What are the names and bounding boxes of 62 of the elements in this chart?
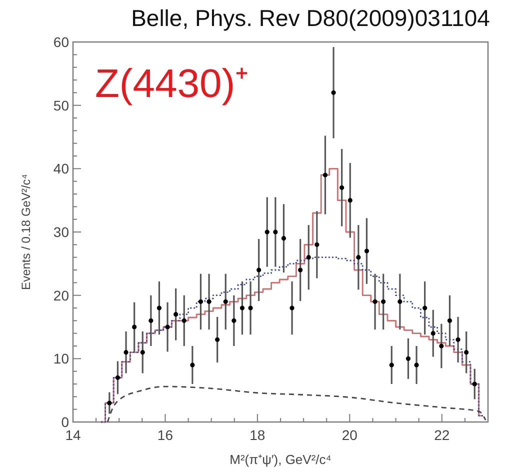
y-tick-label: 40 — [53, 160, 70, 177]
x-tick-label: 14 — [65, 427, 81, 443]
point — [331, 90, 336, 95]
point — [430, 331, 436, 336]
point — [264, 230, 270, 234]
point — [340, 185, 344, 190]
point — [298, 268, 303, 272]
point — [156, 306, 162, 310]
point — [190, 362, 195, 368]
point — [124, 350, 128, 355]
point — [364, 248, 370, 254]
point — [439, 344, 444, 348]
point — [174, 312, 178, 317]
point — [140, 350, 145, 355]
point — [148, 318, 154, 323]
point — [348, 198, 352, 203]
point — [422, 306, 428, 310]
point — [356, 255, 361, 260]
y-tick-label: 20 — [53, 287, 70, 304]
x-tick-label: 18 — [250, 427, 266, 443]
point — [464, 350, 469, 355]
point — [456, 337, 460, 342]
point — [322, 172, 328, 178]
point — [115, 375, 120, 380]
annotation: Z(4430)⁺ — [95, 62, 250, 106]
point — [314, 242, 320, 247]
y-tick-label: 10 — [53, 350, 70, 367]
point — [132, 324, 137, 330]
y-tick-label: 0 — [61, 414, 70, 430]
point — [232, 318, 236, 323]
point — [273, 230, 278, 234]
point — [414, 362, 419, 368]
point — [215, 337, 220, 342]
y-tick-label: 60 — [53, 34, 70, 50]
x-tick-label: 22 — [434, 427, 450, 443]
point — [447, 318, 452, 323]
point — [290, 306, 294, 310]
chart-title: Belle, Phys. Rev D80(2009)031104 — [131, 5, 490, 31]
point — [198, 299, 204, 304]
point — [406, 356, 411, 361]
point — [240, 306, 245, 310]
point — [281, 236, 286, 241]
y-tick-label: 50 — [53, 97, 70, 114]
point — [248, 306, 253, 310]
x-axis-title: M²(π⁺ψ′), GeV²/c⁴ — [230, 452, 332, 467]
point — [372, 299, 378, 304]
y-tick-label: 30 — [53, 224, 70, 240]
point — [306, 255, 311, 260]
point — [381, 299, 386, 304]
point — [182, 318, 186, 323]
x-tick-label: 20 — [342, 427, 358, 443]
point — [223, 299, 228, 304]
point — [472, 382, 477, 386]
point — [389, 362, 394, 368]
y-axis-title: Events / 0.18 GeV²/c⁴ — [19, 174, 33, 290]
point — [206, 299, 212, 304]
point — [256, 268, 262, 272]
point — [165, 324, 170, 330]
x-tick-label: 16 — [157, 427, 174, 443]
point — [398, 299, 402, 304]
line-series — [106, 386, 486, 423]
point — [107, 400, 112, 406]
